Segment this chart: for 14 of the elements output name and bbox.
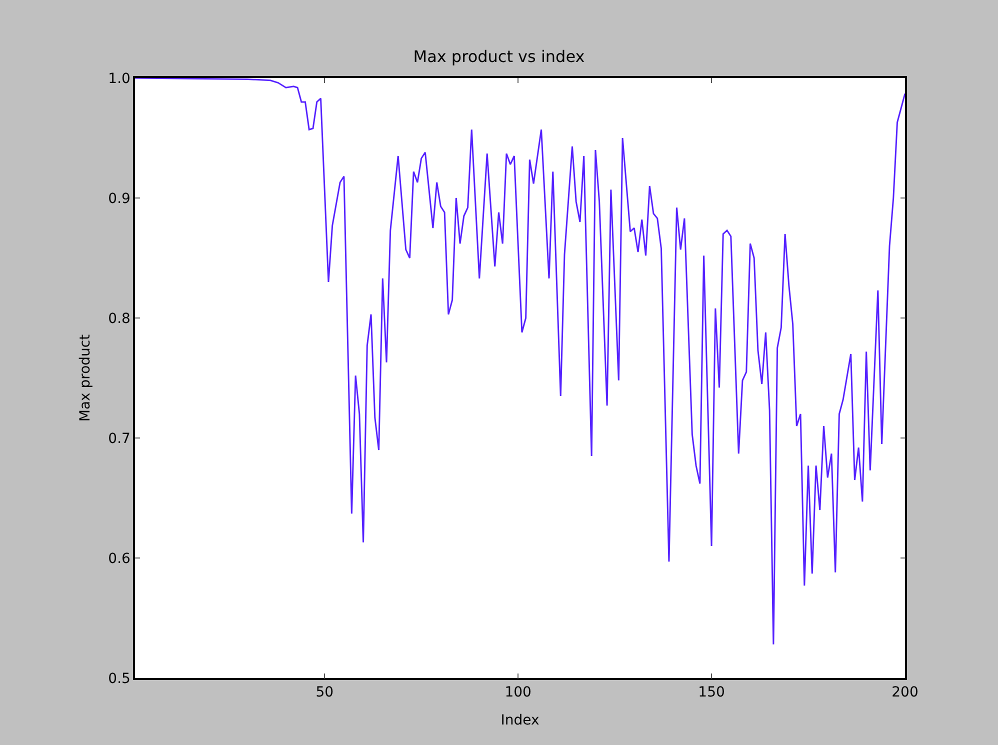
y-tick-label: 0.5 — [108, 670, 130, 687]
chart-title: Max product vs index — [413, 47, 585, 66]
y-tick-label: 0.8 — [108, 310, 130, 327]
y-tick-label: 0.9 — [108, 190, 130, 207]
y-tick-label: 0.6 — [108, 550, 131, 567]
y-axis-title: Max product — [77, 334, 94, 422]
y-tick-label: 1.0 — [108, 70, 130, 87]
y-tick-label: 0.7 — [108, 430, 130, 447]
x-tick-label: 50 — [316, 684, 334, 701]
x-tick-label: 200 — [892, 684, 918, 701]
x-axis-title: Index — [500, 712, 540, 728]
line-series — [135, 78, 905, 646]
x-tick-label: 150 — [698, 684, 725, 701]
x-tick-label: 100 — [504, 684, 532, 701]
